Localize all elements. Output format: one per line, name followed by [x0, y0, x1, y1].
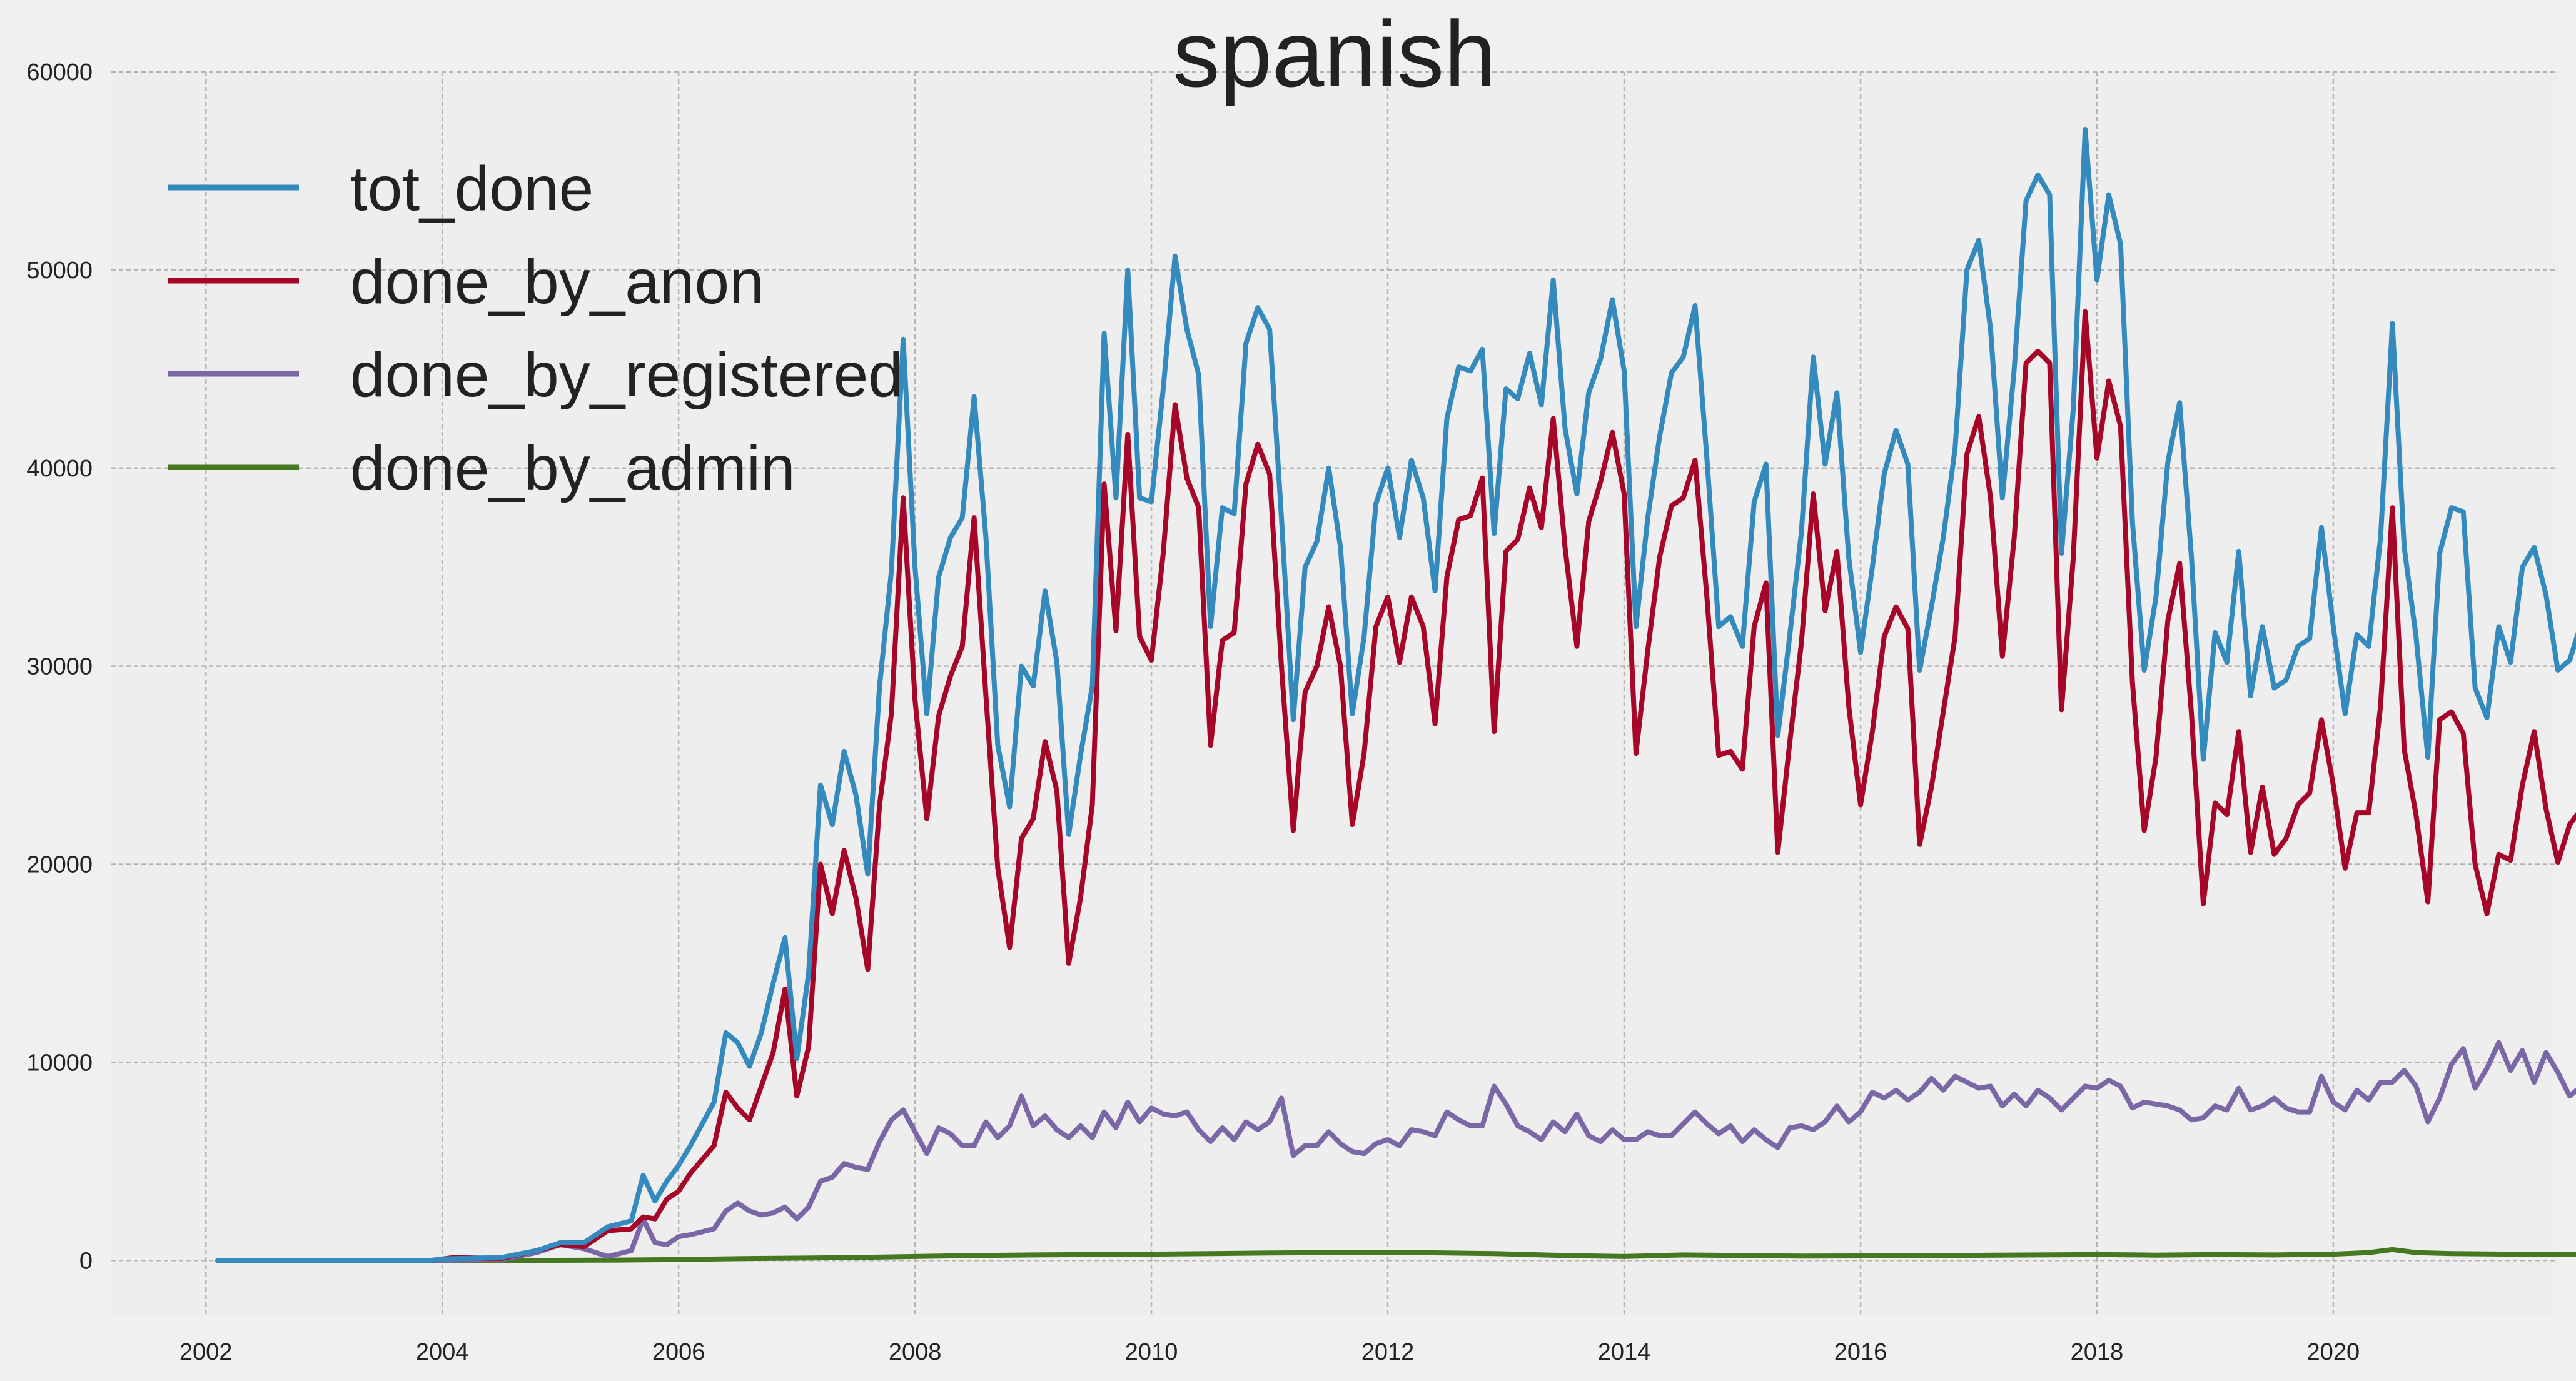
legend-label: done_by_registered [350, 340, 903, 410]
plot-area [111, 72, 2558, 1316]
y-tick-label: 20000 [26, 852, 93, 878]
y-tick-label: 10000 [26, 1050, 93, 1076]
series-line-done-by-admin [215, 1247, 2576, 1263]
legend-label: done_by_admin [350, 433, 796, 503]
y-tick-label: 0 [79, 1248, 93, 1274]
x-tick-label: 2010 [1125, 1339, 1178, 1365]
x-tick-label: 2004 [416, 1339, 469, 1365]
legend-item: done_by_registered [168, 340, 903, 410]
x-tick-label: 2002 [179, 1339, 233, 1365]
y-tick-label: 50000 [26, 258, 93, 284]
x-tick-label: 2008 [889, 1339, 942, 1365]
y-tick-label: 30000 [26, 654, 93, 680]
x-tick-label: 2018 [2071, 1339, 2124, 1365]
chart-title: spanish [1173, 1, 1496, 106]
x-axis-ticks: 2002 2004 2006 2008 2010 2012 2014 2016 2018 2020 [179, 1339, 2360, 1365]
legend-item: done_by_anon [168, 247, 764, 317]
y-axis-ticks: 0 10000 20000 30000 40000 50000 60000 [26, 59, 93, 1274]
x-tick-label: 2016 [1834, 1339, 1887, 1365]
legend: tot_done done_by_anon done_by_registereddo… [168, 154, 903, 503]
x-tick-label: 2012 [1361, 1339, 1415, 1365]
series-line-tot-done [215, 126, 2576, 1263]
legend-label: tot_done [350, 154, 593, 224]
legend-label: done_by_anon [350, 247, 764, 317]
x-tick-label: 2014 [1598, 1339, 1651, 1365]
x-tick-label: 2020 [2307, 1339, 2360, 1365]
y-tick-label: 40000 [26, 456, 93, 482]
series-lines [215, 126, 2576, 1263]
y-tick-label: 60000 [26, 59, 93, 86]
legend-item: done_by_admin [168, 433, 796, 503]
series-line-done-by-anon [215, 309, 2576, 1263]
x-tick-label: 2006 [652, 1339, 705, 1365]
series-line-done-by-registered [215, 1040, 2576, 1263]
legend-item: tot_done [168, 154, 593, 224]
